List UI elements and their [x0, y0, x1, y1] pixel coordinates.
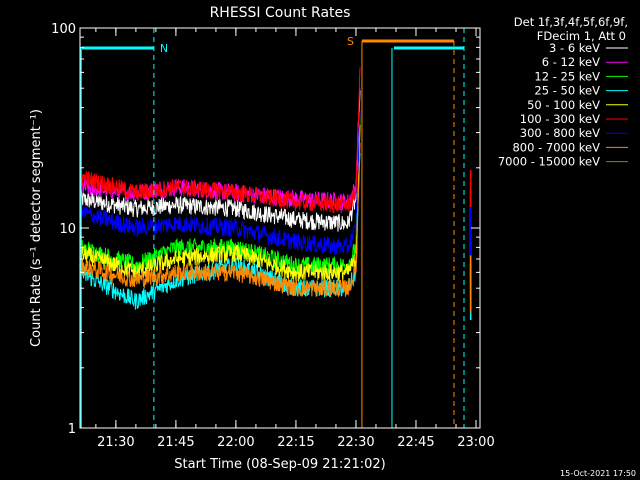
- y-axis-label: Count Rate (s⁻¹ detector segment⁻¹): [29, 109, 44, 347]
- series-12-25-kev: [79, 111, 361, 275]
- x-tick-label: 23:00: [457, 435, 494, 450]
- x-tick-label: 22:45: [397, 435, 434, 450]
- footer-timestamp: 15-Oct-2021 17:50: [560, 469, 636, 478]
- legend: Det 1f,3f,4f,5f,6f,9f, FDecim 1, Att 0 3…: [498, 15, 628, 169]
- series-layer: [79, 67, 472, 321]
- legend-label-3-6-kev: 3 - 6 keV: [549, 41, 600, 55]
- legend-label-12-25-kev: 12 - 25 keV: [534, 69, 600, 83]
- x-axis-label: Start Time (08-Sep-09 21:21:02): [174, 457, 385, 472]
- tick-layer: 21:30 21:45 22:00 22:15 22:30 22:45 23:00 1 10 10…: [51, 22, 495, 450]
- legend-label-6-12-kev: 6 - 12 keV: [542, 55, 600, 69]
- y-tick-label: 100: [51, 22, 76, 37]
- legend-label-50-100-kev: 50 - 100 keV: [527, 98, 600, 112]
- night-label-0: N: [160, 42, 168, 55]
- x-tick-label: 22:00: [217, 435, 254, 450]
- y-tick-label: 1: [68, 422, 76, 437]
- y-tick-label: 10: [59, 222, 76, 237]
- legend-label-25-50-kev: 25 - 50 keV: [534, 84, 600, 98]
- legend-header-line-2: FDecim 1, Att 0: [537, 29, 626, 43]
- chart-title: RHESSI Count Rates: [210, 5, 351, 21]
- x-tick-label: 21:30: [97, 435, 134, 450]
- marker-layer: NS: [80, 28, 465, 428]
- legend-label-800-7000-kev: 800 - 7000 keV: [512, 140, 600, 154]
- x-tick-label: 21:45: [157, 435, 194, 450]
- series-50-100-kev: [79, 124, 361, 282]
- legend-label-300-800-kev: 300 - 800 keV: [520, 126, 600, 140]
- x-tick-label: 22:30: [337, 435, 374, 450]
- legend-label-100-300-kev: 100 - 300 keV: [520, 112, 600, 126]
- series-800-7000-kev: [79, 142, 361, 298]
- series-300-800-kev: [79, 112, 361, 255]
- legend-label-7000-15000-kev: 7000 - 15000 keV: [498, 155, 600, 169]
- series-100-300-kev: [79, 67, 361, 214]
- x-tick-label: 22:15: [277, 435, 314, 450]
- saa-label-0: S: [347, 35, 354, 48]
- legend-header-line-1: Det 1f,3f,4f,5f,6f,9f,: [514, 15, 628, 29]
